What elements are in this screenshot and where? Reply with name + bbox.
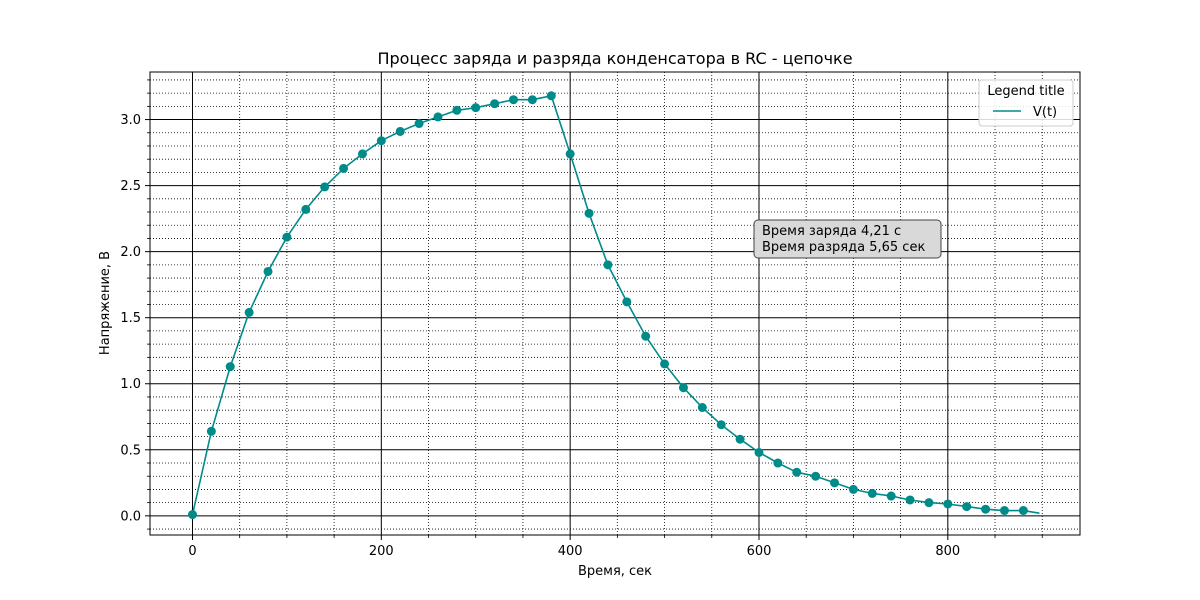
x-axis-ticks: 0 200 400 600 800: [188, 535, 1043, 559]
major-grid: [150, 72, 1080, 535]
data-point: [641, 331, 651, 341]
data-point: [905, 495, 915, 505]
y-tick-label: 0.5: [120, 443, 141, 458]
data-point: [339, 163, 349, 173]
x-axis-label: Время, сек: [578, 564, 652, 579]
data-point: [433, 112, 443, 122]
y-tick-label: 1.5: [120, 311, 141, 326]
data-point: [962, 502, 972, 512]
series-line-v-t: [191, 95, 1040, 515]
data-point: [773, 458, 783, 468]
data-point: [206, 426, 216, 436]
data-point: [848, 484, 858, 494]
data-point: [509, 95, 519, 105]
data-point: [244, 307, 254, 317]
data-point: [603, 260, 613, 270]
data-point: [376, 136, 386, 146]
data-point: [282, 232, 292, 242]
annotation-line-discharge: Время разряда 5,65 сек: [762, 240, 925, 255]
data-point: [225, 362, 235, 372]
data-point: [452, 105, 462, 115]
data-point: [263, 266, 273, 276]
chart-title: Процесс заряда и разряда конденсатора в …: [377, 49, 852, 68]
data-point: [622, 297, 632, 307]
data-point: [867, 488, 877, 498]
legend-title: Legend title: [987, 84, 1064, 99]
plot-frame: [149, 71, 1081, 536]
y-tick-label: 1.0: [120, 377, 141, 392]
data-point: [565, 149, 575, 159]
data-point: [886, 491, 896, 501]
data-point: [697, 403, 707, 413]
data-point: [527, 95, 537, 105]
y-tick-label: 0.0: [120, 509, 141, 524]
data-point: [792, 467, 802, 477]
data-point: [811, 471, 821, 481]
annotation-line-charge: Время заряда 4,21 с: [762, 224, 901, 239]
data-point: [1018, 506, 1028, 516]
x-tick-label: 200: [369, 544, 394, 559]
data-point: [735, 434, 745, 444]
y-tick-label: 3.0: [120, 113, 141, 128]
minor-grid: [150, 72, 1080, 535]
data-point: [981, 504, 991, 514]
data-point: [660, 359, 670, 369]
data-point: [414, 119, 424, 129]
data-point: [546, 91, 556, 101]
x-tick-label: 800: [935, 544, 960, 559]
data-point: [301, 204, 311, 214]
legend-entry-v-t: V(t): [1033, 105, 1057, 120]
data-point: [320, 182, 330, 192]
data-point: [395, 126, 405, 136]
y-tick-label: 2.5: [120, 179, 141, 194]
data-point: [471, 103, 481, 113]
x-tick-label: 600: [747, 544, 772, 559]
annotation-box: Время заряда 4,21 с Время разряда 5,65 с…: [753, 219, 942, 259]
data-point: [490, 99, 500, 109]
legend: Legend title V(t): [978, 79, 1074, 127]
x-tick-label: 400: [558, 544, 583, 559]
y-tick-label: 2.0: [120, 245, 141, 260]
series-layer: [187, 91, 1040, 520]
data-point: [187, 510, 197, 520]
data-point: [716, 420, 726, 430]
data-point: [943, 499, 953, 509]
data-point: [357, 149, 367, 159]
y-axis-label: Напряжение, В: [98, 251, 113, 355]
x-tick-label: 0: [188, 544, 196, 559]
data-point: [999, 506, 1009, 516]
data-point: [584, 208, 594, 218]
data-point: [754, 447, 764, 457]
y-axis-ticks: 0.0 0.5 1.0 1.5 2.0 2.5 3.0: [120, 79, 150, 530]
data-point: [924, 498, 934, 508]
data-point: [830, 478, 840, 488]
data-point: [678, 383, 688, 393]
